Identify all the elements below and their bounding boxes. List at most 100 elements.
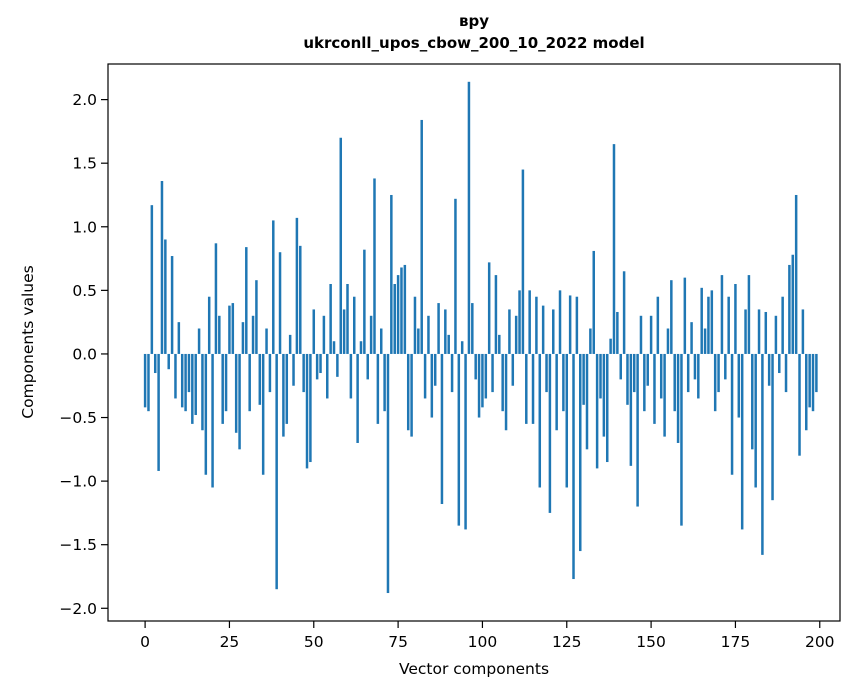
bar [167, 353, 170, 370]
bar [713, 353, 717, 412]
bar [180, 353, 184, 408]
bar [585, 353, 589, 450]
bar [518, 290, 521, 354]
bar [423, 353, 427, 399]
bar [413, 296, 417, 354]
bar [342, 309, 346, 354]
bar [174, 353, 177, 399]
bar [282, 353, 285, 437]
bar [710, 290, 714, 354]
bar [143, 353, 147, 408]
bar [764, 311, 768, 354]
x-tick-label: 175 [721, 633, 751, 651]
bar [531, 353, 535, 424]
bar [204, 353, 208, 475]
bar [528, 290, 531, 354]
bar [245, 247, 248, 354]
y-axis-label: Components values [19, 265, 37, 419]
bar [326, 353, 329, 399]
bar [656, 296, 660, 354]
bar [295, 217, 299, 354]
bar [258, 353, 262, 405]
bar [214, 243, 218, 354]
bar [241, 322, 245, 354]
bar [514, 315, 518, 354]
bar [703, 328, 707, 354]
bar [562, 353, 565, 412]
bar [612, 144, 616, 354]
bar [457, 353, 461, 526]
bar [450, 353, 454, 393]
plot-frame [107, 63, 841, 622]
bar [369, 315, 373, 354]
bar [649, 315, 653, 354]
bar [690, 322, 693, 354]
bar [194, 353, 197, 415]
bar [248, 353, 251, 412]
bar [643, 353, 646, 412]
bar [494, 275, 498, 354]
bar [299, 245, 302, 354]
bar [805, 353, 808, 431]
bar [201, 353, 204, 431]
bar [629, 353, 633, 466]
bar [336, 353, 339, 377]
bar [599, 353, 602, 399]
bar [778, 353, 781, 374]
bar [430, 353, 434, 418]
bar [150, 205, 154, 354]
bar [504, 353, 508, 431]
bar [356, 353, 359, 443]
bar [548, 353, 552, 513]
bar [784, 353, 788, 393]
chart-title-line1: вру [458, 12, 489, 30]
bar [798, 353, 801, 456]
bar [153, 353, 157, 374]
bar [636, 353, 639, 507]
bar [771, 353, 774, 501]
bar [626, 353, 629, 405]
bar [261, 353, 265, 475]
bar [406, 353, 410, 431]
bar [751, 353, 754, 450]
bar [622, 271, 626, 354]
bar [481, 353, 484, 408]
bar [147, 353, 150, 412]
bar [160, 181, 164, 354]
x-tick-label: 25 [220, 633, 240, 651]
bar [788, 264, 791, 354]
bar [312, 309, 316, 354]
bar [302, 353, 305, 393]
bar [730, 353, 734, 475]
bar [454, 198, 457, 354]
bar [268, 353, 272, 393]
bar [700, 287, 703, 354]
bar [693, 353, 697, 380]
bar [727, 296, 730, 354]
bar [211, 353, 214, 488]
y-tick-label: 1.0 [72, 218, 97, 236]
bar [238, 353, 241, 450]
bar [427, 315, 430, 354]
bar [474, 353, 477, 380]
y-tick-label: −1.5 [59, 536, 97, 554]
bar [390, 194, 393, 354]
bar [720, 275, 724, 354]
bar [187, 353, 191, 393]
bar [558, 290, 562, 354]
bar [501, 353, 504, 412]
bar [717, 353, 720, 393]
x-tick-label: 100 [468, 633, 498, 651]
bar [680, 353, 683, 526]
bar [541, 305, 545, 354]
bar [521, 169, 525, 354]
bar [464, 353, 467, 530]
bar [619, 353, 622, 380]
bar [309, 353, 312, 463]
bar [508, 309, 511, 354]
bar [376, 353, 380, 424]
bar [379, 328, 383, 354]
bar [781, 296, 784, 354]
bar [315, 353, 319, 380]
